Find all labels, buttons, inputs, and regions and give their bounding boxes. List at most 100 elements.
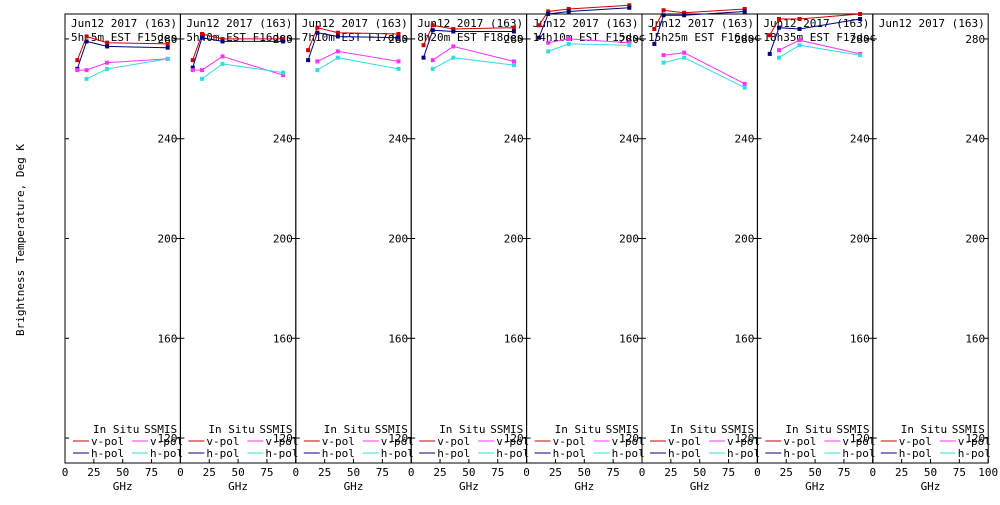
legend-label-ssmis-h: h-pol <box>265 447 298 460</box>
data-point <box>536 35 541 40</box>
panel-title: Jun12 2017 (163) <box>879 17 985 30</box>
legend-header-in-situ: In Situ <box>670 423 716 436</box>
y-tick-label: 200 <box>388 233 408 246</box>
x-tick-label: 75 <box>491 466 504 479</box>
data-point <box>306 48 311 53</box>
legend-header-in-situ: In Situ <box>324 423 370 436</box>
data-point <box>797 16 802 21</box>
x-axis-label: GHz <box>805 480 825 493</box>
x-axis-label: GHz <box>228 480 248 493</box>
data-point <box>199 76 204 81</box>
data-point <box>566 41 571 46</box>
series-line <box>76 35 168 61</box>
series-line <box>538 4 630 26</box>
data-point <box>566 36 571 41</box>
x-tick-label: 25 <box>664 466 677 479</box>
data-point <box>776 55 781 60</box>
y-tick-label: 120 <box>850 432 870 445</box>
legend-label-ssmis-v: v-pol <box>958 435 991 448</box>
data-point <box>84 39 89 44</box>
data-point <box>627 5 632 10</box>
y-tick-label: 240 <box>504 133 524 146</box>
data-point <box>199 35 204 40</box>
legend-label-insitu-v: v-pol <box>437 435 470 448</box>
legend-label-insitu-h: h-pol <box>668 447 701 460</box>
data-point <box>335 49 340 54</box>
legend-label-ssmis-v: v-pol <box>842 435 875 448</box>
data-point <box>776 48 781 53</box>
x-tick-label: 0 <box>177 466 184 479</box>
data-point <box>315 59 320 64</box>
x-tick-label: 50 <box>808 466 821 479</box>
y-tick-label: 240 <box>735 133 755 146</box>
data-point <box>661 13 666 18</box>
x-tick-label: 25 <box>318 466 331 479</box>
y-tick-label: 120 <box>158 432 178 445</box>
legend-label-ssmis-h: h-pol <box>150 447 183 460</box>
y-tick-label: 160 <box>619 332 639 345</box>
legend-label-ssmis-h: h-pol <box>612 447 645 460</box>
y-tick-label: 200 <box>504 233 524 246</box>
x-tick-label: 0 <box>869 466 876 479</box>
legend-label-insitu-v: v-pol <box>91 435 124 448</box>
data-point <box>190 68 195 73</box>
y-axis-label: Brightness Temperature, Deg K <box>14 144 27 336</box>
legend-label-ssmis-v: v-pol <box>265 435 298 448</box>
x-tick-label: 50 <box>578 466 591 479</box>
data-point <box>396 35 401 40</box>
x-tick-label: 75 <box>837 466 850 479</box>
legend-header-ssmis: SSMIS <box>721 423 754 436</box>
series-line <box>192 33 284 61</box>
x-tick-label: 25 <box>203 466 216 479</box>
y-tick-label: 240 <box>158 133 178 146</box>
data-point <box>682 50 687 55</box>
series-line <box>663 57 745 89</box>
y-tick-label: 160 <box>504 332 524 345</box>
legend-label-insitu-v: v-pol <box>668 435 701 448</box>
data-point <box>84 34 89 39</box>
x-tick-label: 75 <box>722 466 735 479</box>
y-tick-label: 120 <box>965 432 985 445</box>
y-tick-label: 200 <box>850 233 870 246</box>
panel-title: Jun12 2017 (163) <box>763 17 869 30</box>
data-point <box>430 28 435 33</box>
series-line <box>663 52 745 85</box>
data-point <box>220 39 225 44</box>
legend-label-insitu-h: h-pol <box>437 447 470 460</box>
data-point <box>421 55 426 60</box>
series-line <box>432 57 514 70</box>
legend-header-in-situ: In Situ <box>785 423 831 436</box>
data-point <box>858 12 863 16</box>
legend-label-ssmis-h: h-pol <box>842 447 875 460</box>
y-tick-label: 160 <box>735 332 755 345</box>
series-line <box>423 29 514 58</box>
data-point <box>776 16 781 21</box>
panel-subtitle: 18h35m EST F17dsc <box>763 31 876 44</box>
legend-label-insitu-v: v-pol <box>322 435 355 448</box>
data-point <box>742 81 747 86</box>
y-tick-label: 280 <box>965 33 985 46</box>
legend-header-in-situ: In Situ <box>901 423 947 436</box>
legend-header-in-situ: In Situ <box>93 423 139 436</box>
x-tick-label: 75 <box>607 466 620 479</box>
series-line <box>317 50 399 62</box>
x-axis-label: GHz <box>574 480 594 493</box>
data-point <box>858 16 863 21</box>
data-point <box>281 70 286 75</box>
y-tick-label: 280 <box>504 33 524 46</box>
data-point <box>430 23 435 28</box>
data-point <box>315 25 320 30</box>
data-point <box>105 40 110 45</box>
legend-label-ssmis-h: h-pol <box>727 447 760 460</box>
data-point <box>451 29 456 34</box>
y-tick-label: 280 <box>735 33 755 46</box>
data-point <box>536 23 541 28</box>
data-point <box>315 30 320 35</box>
y-tick-label: 160 <box>388 332 408 345</box>
y-tick-label: 160 <box>965 332 985 345</box>
y-tick-label: 240 <box>388 133 408 146</box>
data-point <box>627 43 632 48</box>
data-point <box>566 9 571 14</box>
series-line <box>76 40 168 70</box>
data-point <box>75 68 80 73</box>
